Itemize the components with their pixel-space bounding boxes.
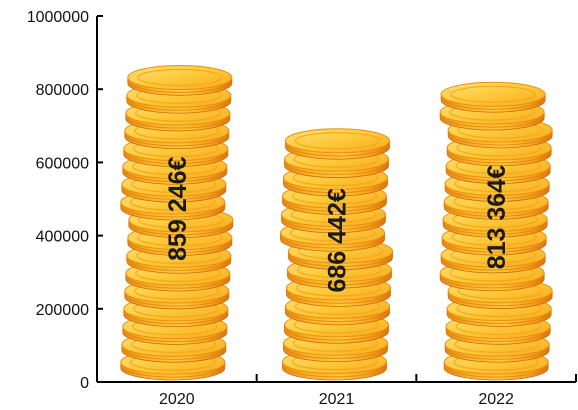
value-labels: 859 246€ 686 442€ 813 364€ bbox=[164, 157, 511, 293]
y-tick-label: 800000 bbox=[36, 82, 89, 99]
x-tick-label: 2022 bbox=[478, 391, 514, 408]
coin bbox=[440, 81, 546, 113]
y-tick-label: 400000 bbox=[36, 229, 89, 246]
y-tick-label: 0 bbox=[80, 375, 89, 392]
coin-stack bbox=[279, 128, 394, 381]
y-ticks: 0 200000 400000 600000 800000 1000000 bbox=[27, 9, 103, 392]
y-tick-label: 1000000 bbox=[27, 9, 89, 26]
value-label: 859 246€ bbox=[164, 157, 192, 261]
y-tick-label: 600000 bbox=[36, 155, 89, 172]
coin bbox=[127, 65, 233, 96]
axes bbox=[96, 16, 576, 383]
value-label: 813 364€ bbox=[483, 165, 511, 269]
x-tick-label: 2020 bbox=[159, 391, 195, 408]
x-ticks: 2020 2021 2022 bbox=[159, 374, 577, 408]
coin-stack bbox=[120, 65, 234, 381]
coin-stacks bbox=[120, 65, 553, 381]
coin-stack bbox=[439, 81, 553, 381]
y-tick-label: 200000 bbox=[36, 302, 89, 319]
value-label: 686 442€ bbox=[324, 188, 352, 292]
x-tick-label: 2021 bbox=[319, 391, 355, 408]
coin bbox=[284, 128, 391, 160]
